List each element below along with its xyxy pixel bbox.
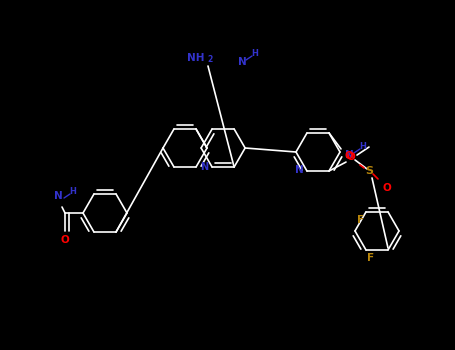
Text: H: H — [252, 49, 258, 58]
Text: O: O — [347, 152, 355, 162]
Text: F: F — [368, 253, 374, 263]
Text: N: N — [238, 57, 246, 67]
Text: H: H — [70, 188, 76, 196]
Text: N: N — [295, 165, 304, 175]
Text: H: H — [359, 142, 366, 152]
Text: O: O — [344, 151, 354, 161]
Text: O: O — [61, 235, 69, 245]
Text: O: O — [383, 183, 391, 193]
Text: 2: 2 — [207, 56, 212, 64]
Text: N: N — [54, 191, 62, 201]
Text: F: F — [358, 215, 364, 225]
Text: N: N — [344, 150, 354, 160]
Text: NH: NH — [187, 53, 205, 63]
Text: S: S — [365, 166, 373, 176]
Text: N: N — [200, 162, 208, 172]
